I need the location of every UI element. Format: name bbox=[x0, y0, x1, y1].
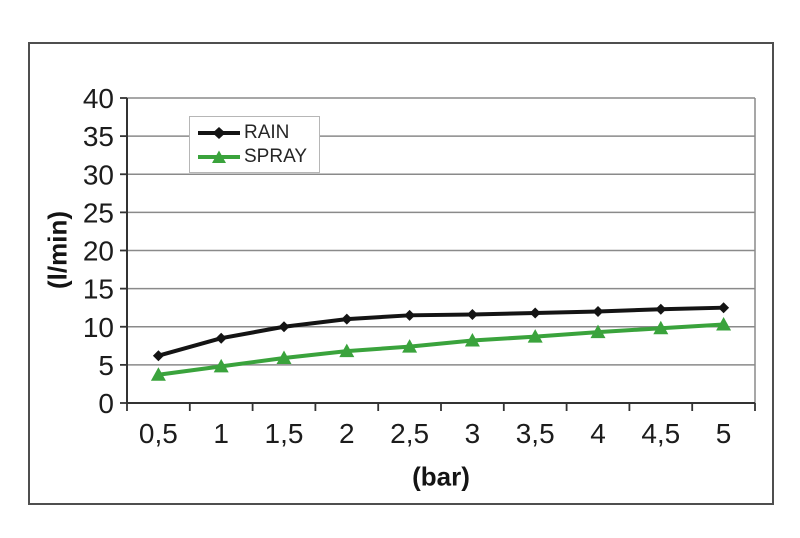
legend-item-spray: SPRAY bbox=[197, 147, 307, 166]
legend-label-spray: SPRAY bbox=[244, 146, 308, 167]
chart-frame bbox=[28, 42, 774, 505]
legend: RAIN SPRAY bbox=[189, 116, 321, 173]
legend-label-rain: RAIN bbox=[244, 122, 290, 143]
svg-text:35: 35 bbox=[83, 121, 114, 152]
svg-text:2: 2 bbox=[339, 418, 355, 449]
legend-item-rain: RAIN bbox=[197, 123, 307, 142]
svg-text:30: 30 bbox=[83, 159, 114, 190]
svg-text:25: 25 bbox=[83, 197, 114, 228]
svg-text:40: 40 bbox=[83, 83, 114, 114]
svg-text:4,5: 4,5 bbox=[641, 418, 680, 449]
svg-text:15: 15 bbox=[83, 274, 114, 305]
spray-series-key-icon bbox=[197, 149, 241, 165]
y-axis-title: (l/min) bbox=[42, 211, 73, 289]
svg-text:20: 20 bbox=[83, 236, 114, 267]
svg-text:3,5: 3,5 bbox=[516, 418, 555, 449]
svg-text:2,5: 2,5 bbox=[390, 418, 429, 449]
svg-text:1,5: 1,5 bbox=[265, 418, 304, 449]
svg-text:0: 0 bbox=[98, 388, 114, 419]
svg-text:4: 4 bbox=[590, 418, 606, 449]
x-axis-title: (bar) bbox=[412, 461, 470, 492]
svg-text:5: 5 bbox=[98, 350, 114, 381]
rain-series-key-icon bbox=[197, 125, 241, 141]
svg-text:0,5: 0,5 bbox=[139, 418, 178, 449]
svg-text:10: 10 bbox=[83, 312, 114, 343]
svg-text:5: 5 bbox=[716, 418, 732, 449]
svg-text:3: 3 bbox=[465, 418, 481, 449]
svg-text:1: 1 bbox=[213, 418, 229, 449]
